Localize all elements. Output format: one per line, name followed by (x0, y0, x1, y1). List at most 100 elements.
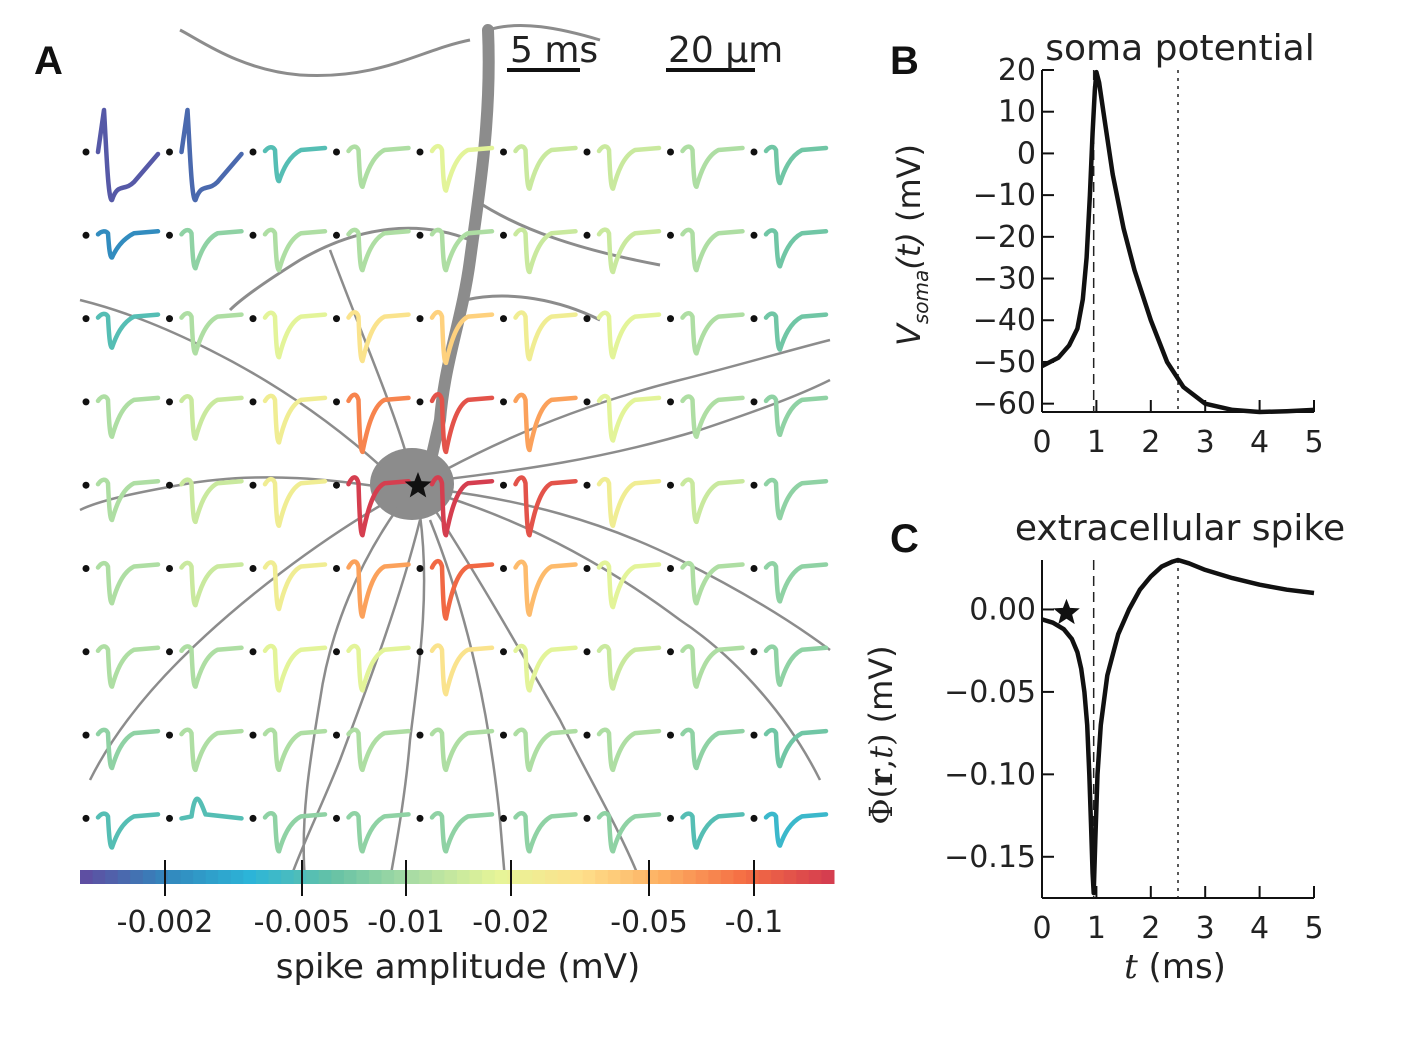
electrode-dot (750, 398, 758, 406)
colorbar-segment (281, 870, 295, 884)
spike-waveform (763, 477, 829, 521)
colorbar-segment (695, 870, 709, 884)
panel-b-title: soma potential (1045, 28, 1315, 69)
dendrite-branch (439, 378, 831, 482)
spike-waveform (596, 227, 662, 275)
spike-waveform (179, 644, 244, 689)
y-tick-label: 0 (1017, 136, 1036, 171)
colorbar-segment (180, 870, 194, 884)
spike-waveform (179, 394, 244, 441)
dendrite-branch (328, 249, 407, 451)
dendrite-branch (474, 198, 661, 267)
colorbar-segment (482, 870, 496, 884)
spike-waveform (596, 810, 662, 854)
colorbar-tick-label: -0.05 (610, 905, 688, 940)
spike-waveform (596, 727, 662, 773)
spike-waveform (346, 144, 411, 190)
electrode-dot (166, 315, 173, 323)
electrode-dot (333, 565, 340, 572)
spike-waveform (429, 475, 495, 538)
electrode-dot (750, 315, 758, 323)
spike-waveform (179, 477, 244, 525)
spike-waveform (262, 145, 328, 184)
spike-waveform (513, 227, 578, 275)
spike-waveform (513, 810, 578, 854)
colorbar-segment (645, 870, 659, 884)
spike-waveform (680, 560, 745, 606)
dendrite-branch (79, 298, 386, 471)
x-tick-label: 4 (1250, 425, 1269, 460)
spike-waveform (680, 811, 745, 850)
spike-waveform (429, 558, 495, 621)
spike-waveform (179, 310, 244, 356)
spike-waveform (95, 229, 161, 260)
spike-waveform (596, 560, 662, 610)
spike-waveform (346, 227, 411, 273)
spike-waveform (763, 644, 829, 687)
x-tick-label: 4 (1250, 911, 1269, 946)
spike-waveform (262, 476, 328, 528)
electrode-dot (583, 481, 591, 489)
waveform-grid (82, 107, 829, 854)
y-tick-label: −20 (973, 220, 1036, 255)
spike-waveform (346, 392, 411, 455)
electrode-dot (166, 814, 173, 822)
dendrite-branch (288, 519, 422, 881)
electrode-dot (82, 315, 90, 323)
spike-waveform (513, 475, 578, 538)
colorbar-segment (431, 870, 445, 884)
electrode-dot (416, 648, 424, 656)
spike-waveform (429, 810, 495, 854)
spike-waveform (179, 227, 244, 271)
electrode-dot (583, 398, 591, 406)
colorbar-segment (255, 870, 269, 884)
electrode-dot (750, 231, 758, 239)
spike-waveform (429, 643, 495, 697)
spike-waveform (262, 727, 328, 773)
x-tick-label: 1 (1087, 911, 1106, 946)
spike-waveform (596, 643, 662, 691)
spike-waveform (680, 644, 745, 689)
y-tick-label: −50 (973, 345, 1036, 380)
y-tick-label: −0.05 (944, 675, 1036, 710)
spike-waveform (95, 107, 161, 203)
spike-waveform (680, 144, 745, 190)
colorbar-segment (783, 870, 797, 884)
electrode-dot (750, 565, 758, 572)
colorbar-segment (381, 870, 395, 884)
electrode-dot (82, 814, 90, 822)
electrode-dot (166, 398, 173, 406)
spike-waveform (95, 560, 161, 606)
colorbar-segment (218, 870, 232, 884)
spike-waveform (513, 310, 578, 362)
spike-waveform (763, 727, 829, 769)
colorbar-segment (406, 870, 420, 884)
colorbar-segment (331, 870, 345, 884)
electrode-dot (416, 315, 424, 323)
colorbar-segment (708, 870, 722, 884)
electrode-dot (583, 148, 591, 156)
electrode-dot (82, 398, 90, 406)
electrode-dot (249, 565, 257, 572)
panel-b-ylabel: Vsoma(t) (mV) (890, 144, 933, 346)
electrode-dot (500, 731, 507, 739)
spike-waveform (596, 476, 662, 528)
electrode-dot (583, 315, 591, 323)
spike-waveform (95, 644, 161, 689)
panel-c-axes: 0 1 2 3 4 5 0.00 −0.05 −0.10 −0.15 (944, 557, 1324, 946)
y-tick-label: −60 (973, 387, 1036, 422)
star-marker (1053, 598, 1080, 625)
x-tick-label: 0 (1032, 425, 1051, 460)
electrode-dot (333, 731, 340, 739)
data-line (1041, 557, 1315, 896)
colorbar-segment (494, 870, 508, 884)
colorbar-segment (796, 870, 810, 884)
dendrite-branch (428, 519, 507, 881)
colorbar-tick-label: -0.1 (725, 905, 784, 940)
spike-waveform (680, 394, 745, 439)
electrode-dot (249, 814, 257, 822)
panel-b-letter: B (890, 39, 919, 83)
panel-c-xlabel: t (ms) (1124, 947, 1226, 987)
colorbar-segment (268, 870, 282, 884)
electrode-dot (82, 565, 90, 572)
